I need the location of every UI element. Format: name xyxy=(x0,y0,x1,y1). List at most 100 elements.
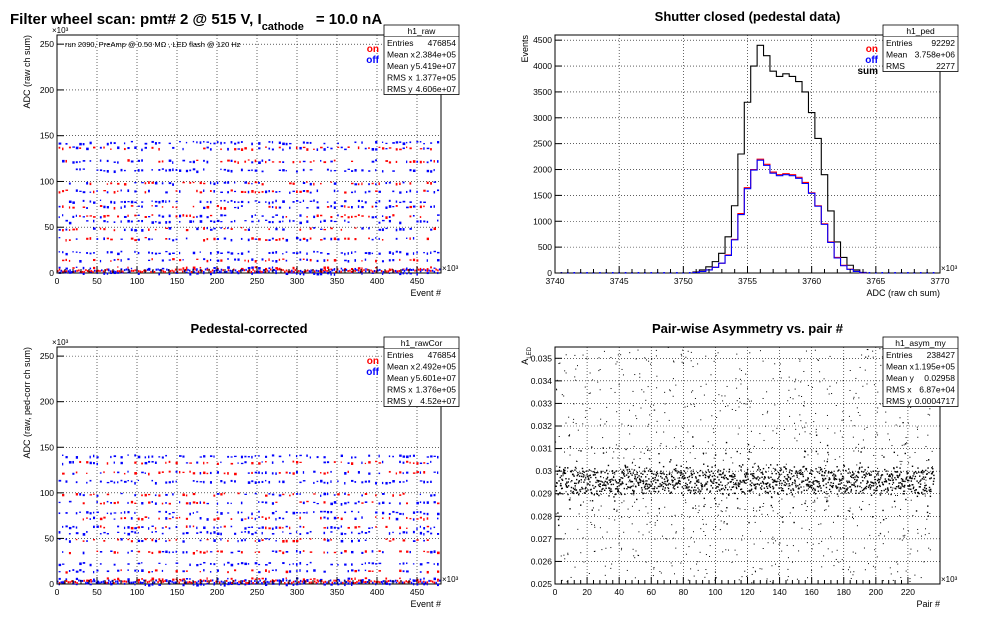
data-point xyxy=(814,499,816,501)
data-point xyxy=(168,513,171,515)
data-point xyxy=(406,237,408,239)
data-point xyxy=(644,484,646,486)
data-point xyxy=(381,517,384,519)
data-point xyxy=(818,481,820,483)
data-point xyxy=(110,272,113,275)
data-point xyxy=(289,182,292,185)
data-point xyxy=(95,582,98,585)
data-point xyxy=(213,563,216,566)
data-point xyxy=(86,215,89,217)
data-point xyxy=(736,479,738,482)
data-point xyxy=(567,481,570,483)
data-point xyxy=(223,228,226,230)
data-point xyxy=(65,239,67,242)
data-point xyxy=(807,577,809,579)
data-point xyxy=(326,461,330,464)
data-point xyxy=(165,238,168,240)
data-point xyxy=(240,501,243,505)
data-point xyxy=(151,460,154,463)
data-point xyxy=(903,490,905,493)
data-point xyxy=(591,500,594,502)
data-point xyxy=(704,473,706,476)
data-point xyxy=(645,359,647,361)
data-point xyxy=(203,182,206,185)
data-point xyxy=(664,483,667,485)
data-point xyxy=(589,474,591,476)
data-point xyxy=(409,215,412,218)
data-point xyxy=(437,269,439,272)
x-tick-label: 250 xyxy=(250,276,264,286)
data-point xyxy=(628,470,631,473)
data-point xyxy=(161,200,165,203)
data-point xyxy=(598,485,601,488)
data-point xyxy=(630,425,632,427)
data-point xyxy=(285,551,289,553)
data-point xyxy=(909,484,911,486)
data-point xyxy=(402,512,404,516)
data-point xyxy=(268,538,270,541)
data-point xyxy=(254,238,258,240)
data-point xyxy=(106,159,109,163)
data-point xyxy=(768,485,771,487)
data-point xyxy=(735,482,737,484)
data-point xyxy=(598,494,600,497)
data-point xyxy=(635,486,637,488)
data-point xyxy=(134,250,136,253)
data-point xyxy=(803,486,805,488)
data-point xyxy=(587,483,589,485)
data-point xyxy=(322,581,325,584)
data-point xyxy=(402,472,404,475)
data-point xyxy=(394,579,397,582)
data-point xyxy=(182,214,185,217)
data-point xyxy=(888,479,890,481)
data-point xyxy=(323,527,327,529)
data-point xyxy=(850,571,852,573)
data-point xyxy=(748,521,750,524)
data-point xyxy=(632,472,634,474)
stats-box-title: h1_rawCor xyxy=(401,338,443,348)
data-point xyxy=(368,454,371,457)
data-point xyxy=(72,267,75,269)
data-point xyxy=(354,238,357,241)
data-point xyxy=(333,170,337,172)
y-tick-label: 50 xyxy=(45,533,55,543)
data-point xyxy=(664,487,667,489)
data-point xyxy=(757,465,760,467)
data-point xyxy=(313,182,315,186)
data-point xyxy=(278,516,281,520)
data-point xyxy=(870,471,872,473)
data-point xyxy=(594,550,596,552)
data-point xyxy=(683,474,685,477)
data-point xyxy=(651,358,653,360)
data-point xyxy=(785,463,787,465)
data-point xyxy=(134,461,137,464)
data-point xyxy=(392,455,394,458)
data-point xyxy=(753,483,755,485)
data-point xyxy=(589,407,591,409)
data-point xyxy=(884,480,886,483)
data-point xyxy=(556,473,559,475)
data-point xyxy=(848,480,850,483)
data-point xyxy=(612,472,614,474)
data-point xyxy=(613,496,615,498)
y-tick-label: 50 xyxy=(45,222,55,232)
data-point xyxy=(216,502,219,505)
data-point xyxy=(565,422,567,424)
chart-panel-raw: 0 50 100 150 200 250 300 350 400 4500501001502002… xyxy=(22,24,460,298)
data-point xyxy=(250,580,253,583)
data-point xyxy=(697,561,699,563)
data-point xyxy=(78,579,80,582)
data-point xyxy=(864,486,867,489)
data-point xyxy=(738,427,740,429)
data-point xyxy=(265,494,268,497)
data-point xyxy=(647,470,650,472)
data-point xyxy=(902,480,905,482)
data-point xyxy=(240,539,244,542)
data-point xyxy=(134,580,136,583)
data-point xyxy=(161,182,164,185)
data-point xyxy=(385,148,388,150)
data-point xyxy=(402,272,405,275)
data-point xyxy=(861,487,863,489)
data-point xyxy=(809,472,812,474)
data-point xyxy=(375,259,377,263)
